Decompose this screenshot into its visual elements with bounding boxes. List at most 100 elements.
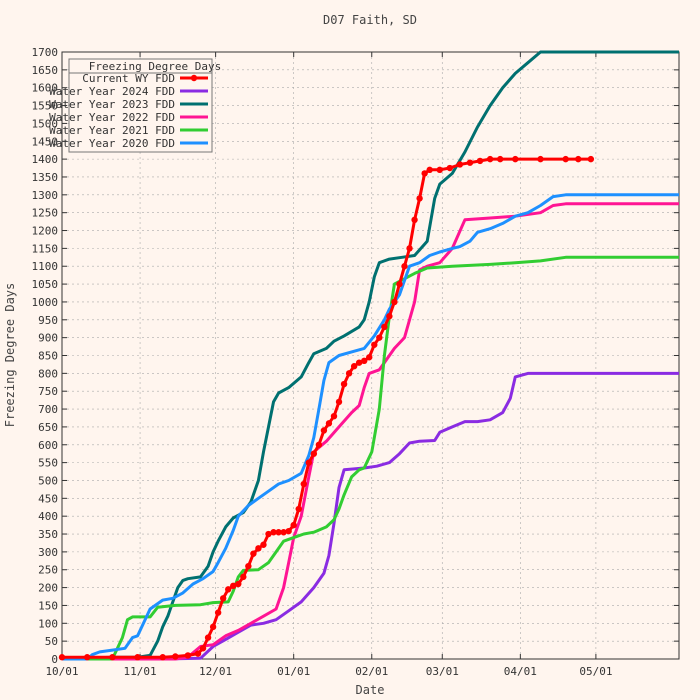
series-point-current-wy-fdd: [436, 166, 443, 174]
series-point-current-wy-fdd: [285, 527, 292, 535]
series-point-current-wy-fdd: [295, 505, 302, 513]
series-point-current-wy-fdd: [416, 195, 423, 202]
grid: [62, 52, 679, 659]
y-tick-label: 250: [38, 564, 58, 577]
y-tick-label: 1500: [32, 117, 59, 130]
series-point-current-wy-fdd: [366, 354, 373, 361]
series-point-current-wy-fdd: [235, 580, 242, 588]
series-point-current-wy-fdd: [396, 280, 403, 288]
series-point-current-wy-fdd: [406, 245, 413, 252]
y-tick-label: 600: [38, 439, 58, 452]
series-line-water-year-2022-fdd: [62, 202, 679, 661]
series-point-current-wy-fdd: [194, 650, 202, 657]
y-tick-label: 1350: [32, 171, 59, 184]
series-point-current-wy-fdd: [240, 573, 247, 581]
y-tick-label: 550: [38, 457, 58, 470]
series-point-current-wy-fdd: [340, 380, 348, 388]
series-point-current-wy-fdd: [159, 654, 166, 661]
series-point-current-wy-fdd: [172, 653, 179, 660]
series-point-current-wy-fdd: [214, 609, 222, 616]
y-tick-label: 1450: [32, 135, 59, 148]
series-point-current-wy-fdd: [275, 529, 282, 536]
series-point-current-wy-fdd: [250, 550, 257, 557]
series-point-current-wy-fdd: [204, 634, 212, 641]
y-tick-label: 100: [38, 617, 58, 630]
y-tick-label: 1000: [32, 296, 59, 309]
series-point-current-wy-fdd: [184, 652, 192, 659]
x-tick-label: 02/01: [355, 665, 388, 678]
y-tick-label: 950: [38, 314, 58, 327]
series-point-current-wy-fdd: [199, 645, 207, 652]
y-tick-label: 1250: [32, 207, 59, 220]
x-tick-label: 12/01: [199, 665, 232, 678]
series-point-current-wy-fdd: [265, 530, 272, 538]
x-axis-ticks: 10/01 11/01 12/01 01/01 02/01 03/01 04/01 05/01: [45, 52, 612, 678]
series-point-current-wy-fdd: [575, 155, 582, 163]
series-point-current-wy-fdd: [466, 159, 474, 166]
series-point-current-wy-fdd: [280, 529, 287, 536]
y-tick-label: 350: [38, 528, 58, 541]
series-point-current-wy-fdd: [335, 398, 343, 406]
legend-title: Freezing Degree Days: [89, 60, 221, 73]
series-line-water-year-2023-fdd: [61, 50, 679, 661]
series-point-current-wy-fdd: [134, 654, 141, 661]
series-point-current-wy-fdd: [391, 298, 398, 306]
x-tick-label: 01/01: [277, 665, 310, 678]
y-axis-ticks: 0 50 100 150 200 250 300 350 400 450 500 550 600 650 7…: [32, 46, 679, 666]
x-axis-label: Date: [356, 683, 385, 697]
x-tick-label: 11/01: [124, 665, 157, 678]
series-point-current-wy-fdd: [320, 427, 328, 434]
series-point-current-wy-fdd: [381, 323, 388, 331]
series-point-current-wy-fdd: [109, 654, 116, 661]
series-point-current-wy-fdd: [305, 459, 312, 466]
legend: Freezing Degree Days Current WY FDDWater…: [49, 58, 221, 153]
series-point-current-wy-fdd: [300, 480, 307, 488]
y-tick-label: 750: [38, 385, 58, 398]
series-point-current-wy-fdd: [426, 166, 433, 174]
y-tick-label: 1200: [32, 225, 59, 238]
y-axis-label: Freezing Degree Days: [3, 283, 17, 428]
chart-title: D07 Faith, SD: [323, 13, 417, 27]
y-tick-label: 900: [38, 332, 58, 345]
y-tick-label: 650: [38, 421, 58, 434]
series-point-current-wy-fdd: [245, 562, 252, 570]
series-point-current-wy-fdd: [310, 450, 318, 457]
y-tick-label: 150: [38, 599, 58, 612]
y-tick-label: 1700: [32, 46, 59, 59]
y-tick-label: 850: [38, 350, 58, 363]
series-point-current-wy-fdd: [290, 521, 297, 529]
series-point-current-wy-fdd: [376, 334, 383, 341]
series-point-current-wy-fdd: [345, 370, 353, 377]
series-point-current-wy-fdd: [386, 313, 393, 320]
series-point-current-wy-fdd: [486, 155, 494, 163]
series-point-current-wy-fdd: [446, 164, 454, 172]
series-point-current-wy-fdd: [456, 161, 464, 168]
series-point-current-wy-fdd: [562, 155, 569, 163]
y-tick-label: 1650: [32, 64, 59, 77]
y-tick-label: 1600: [32, 82, 59, 95]
series-point-current-wy-fdd: [260, 541, 267, 548]
series-point-current-wy-fdd: [270, 529, 277, 536]
x-tick-label: 05/01: [579, 665, 612, 678]
x-tick-label: 10/01: [45, 665, 78, 678]
series-point-current-wy-fdd: [315, 441, 323, 448]
series-point-current-wy-fdd: [219, 595, 227, 602]
series-point-current-wy-fdd: [411, 216, 418, 224]
y-tick-label: 400: [38, 510, 58, 523]
series-point-current-wy-fdd: [421, 170, 428, 177]
series-point-current-wy-fdd: [361, 357, 368, 365]
series-point-current-wy-fdd: [355, 359, 363, 366]
series-point-current-wy-fdd: [83, 654, 91, 661]
y-tick-label: 450: [38, 492, 58, 505]
x-tick-label: 04/01: [504, 665, 537, 678]
legend-label: Current WY FDD: [82, 72, 175, 85]
legend-label: Water Year 2024 FDD: [49, 85, 175, 98]
series-point-current-wy-fdd: [537, 155, 544, 163]
series-point-current-wy-fdd: [587, 155, 595, 163]
legend-label: Water Year 2022 FDD: [49, 111, 175, 124]
legend-marker: [190, 74, 198, 82]
y-tick-label: 1050: [32, 278, 59, 291]
legend-label: Water Year 2023 FDD: [49, 98, 175, 111]
series-point-current-wy-fdd: [371, 341, 378, 348]
